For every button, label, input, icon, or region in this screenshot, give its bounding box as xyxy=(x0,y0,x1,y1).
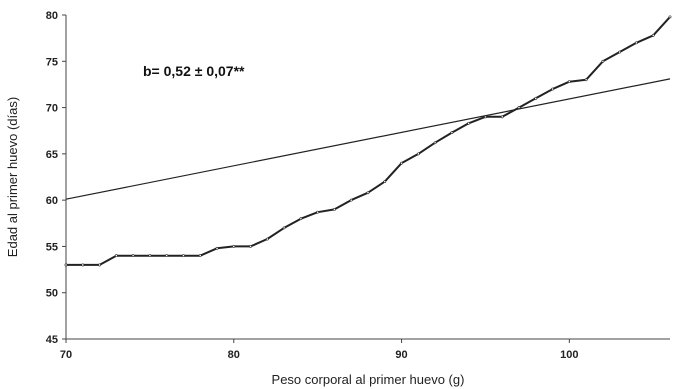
data-point xyxy=(349,198,353,202)
data-point xyxy=(182,254,185,258)
plot-area: 45 50 55 60 65 70 75 80 70 80 90 100 xyxy=(46,10,672,361)
data-point xyxy=(567,80,571,84)
data-point xyxy=(316,210,320,214)
data-point xyxy=(215,246,219,250)
x-tick-label: 100 xyxy=(560,349,578,361)
data-point xyxy=(416,152,420,156)
x-tick-label: 70 xyxy=(60,349,72,361)
x-axis-title: Peso corporal al primer huevo (g) xyxy=(272,372,465,387)
data-point xyxy=(618,50,622,54)
y-tick-label: 80 xyxy=(46,10,58,22)
data-point xyxy=(81,263,85,267)
data-point xyxy=(333,207,336,211)
regression-line xyxy=(65,78,671,200)
data-point xyxy=(635,41,638,45)
data-point xyxy=(131,254,135,258)
data-point xyxy=(400,161,403,165)
data-point xyxy=(450,131,454,134)
data-point xyxy=(282,226,286,230)
y-axis-ticks: 45 50 55 60 65 70 75 80 xyxy=(46,10,66,346)
data-point xyxy=(366,191,370,195)
data-point xyxy=(249,245,252,248)
data-point xyxy=(383,180,387,184)
data-point xyxy=(433,141,437,145)
series-layer xyxy=(64,15,672,267)
data-point xyxy=(232,245,236,248)
y-tick-label: 75 xyxy=(46,56,58,68)
data-point xyxy=(551,87,554,91)
data-point xyxy=(114,254,118,258)
data-point xyxy=(584,78,588,82)
data-point xyxy=(500,115,504,119)
data-point xyxy=(198,254,202,258)
data-point xyxy=(601,59,605,63)
data-point xyxy=(651,33,655,37)
x-tick-label: 90 xyxy=(395,349,407,361)
data-point xyxy=(148,254,152,258)
observed-series-line xyxy=(66,16,671,266)
data-point xyxy=(165,254,169,258)
y-tick-label: 70 xyxy=(46,103,58,115)
data-point xyxy=(98,263,101,267)
data-point xyxy=(265,237,269,241)
x-tick-label: 80 xyxy=(228,349,240,361)
y-tick-label: 50 xyxy=(46,288,58,300)
data-point xyxy=(534,96,538,100)
data-point xyxy=(467,121,471,125)
y-tick-label: 60 xyxy=(46,195,58,207)
y-tick-label: 45 xyxy=(46,334,58,346)
annotation-slope: b= 0,52 ± 0,07** xyxy=(143,63,245,79)
data-point xyxy=(668,15,672,19)
x-axis-ticks: 70 80 90 100 xyxy=(60,339,579,361)
y-axis-title: Edad al primer huevo (días) xyxy=(5,97,20,257)
data-point xyxy=(299,217,303,221)
y-tick-label: 55 xyxy=(46,241,58,253)
y-tick-label: 65 xyxy=(46,149,58,161)
data-point xyxy=(64,263,68,267)
